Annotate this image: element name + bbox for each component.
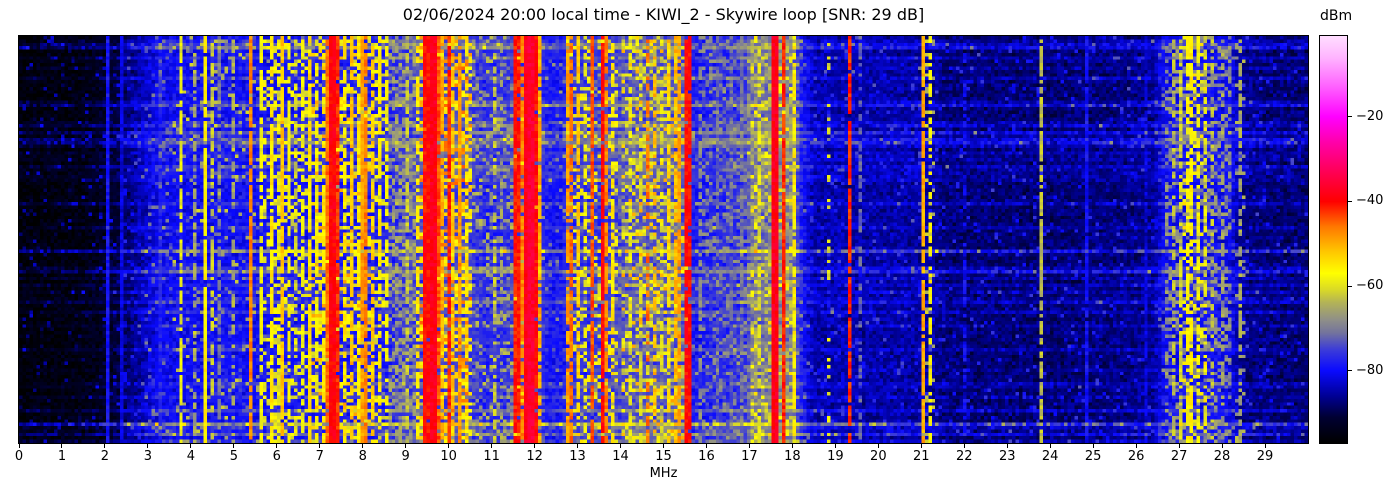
x-tick-mark: [147, 444, 149, 448]
x-tick-label: 1: [57, 449, 67, 464]
x-tick-mark: [276, 444, 278, 448]
figure-title: 02/06/2024 20:00 local time - KIWI_2 - S…: [402, 5, 925, 24]
x-tick-mark: [791, 444, 793, 448]
x-tick-mark: [1264, 444, 1266, 448]
x-tick-label: 16: [698, 449, 715, 464]
x-tick-label: 8: [358, 449, 367, 464]
x-tick-label: 2: [100, 449, 110, 464]
x-tick-mark: [18, 444, 20, 448]
x-tick-mark: [405, 444, 407, 448]
x-tick-label: 9: [401, 449, 410, 464]
x-tick-mark: [1092, 444, 1094, 448]
colorbar-tick-label: −80: [1356, 362, 1384, 378]
x-tick-label: 3: [143, 449, 153, 464]
colorbar-canvas: [1320, 36, 1347, 443]
x-tick-mark: [1178, 444, 1180, 448]
x-tick-mark: [748, 444, 750, 448]
x-tick-mark: [963, 444, 965, 448]
colorbar-tick-label: −60: [1356, 278, 1384, 294]
waterfall-canvas: [19, 36, 1308, 443]
x-tick-label: 20: [870, 449, 887, 464]
x-axis-label: MHz: [649, 466, 678, 481]
x-tick-label: 17: [741, 449, 758, 464]
x-tick-mark: [362, 444, 364, 448]
x-tick-mark: [534, 444, 536, 448]
colorbar-tick-mark: [1348, 370, 1352, 372]
x-tick-label: 27: [1170, 449, 1188, 464]
x-tick-label: 29: [1256, 449, 1274, 464]
x-tick-label: 14: [612, 449, 629, 464]
x-tick-label: 4: [186, 449, 195, 464]
x-tick-mark: [663, 444, 664, 448]
x-tick-mark: [61, 444, 63, 448]
x-tick-mark: [448, 444, 450, 448]
x-tick-label: 0: [14, 449, 24, 464]
x-tick-mark: [705, 444, 707, 448]
x-tick-label: 28: [1213, 449, 1231, 464]
x-tick-mark: [104, 444, 106, 448]
x-tick-label: 22: [955, 449, 973, 464]
waterfall-plot: [18, 35, 1309, 444]
x-tick-mark: [319, 444, 321, 448]
x-tick-mark: [233, 444, 235, 448]
x-tick-mark: [491, 444, 493, 448]
x-tick-mark: [877, 444, 879, 448]
colorbar-tick-mark: [1348, 285, 1352, 287]
x-tick-mark: [577, 444, 579, 448]
x-tick-mark: [1049, 444, 1051, 448]
x-tick-label: 26: [1127, 449, 1145, 464]
colorbar: [1319, 35, 1348, 444]
colorbar-tick-mark: [1348, 116, 1352, 118]
colorbar-label: dBm: [1320, 8, 1353, 24]
x-tick-label: 6: [272, 449, 281, 464]
x-tick-label: 5: [229, 449, 238, 464]
x-tick-mark: [834, 444, 836, 448]
x-tick-label: 7: [315, 449, 324, 464]
x-tick-label: 19: [827, 449, 844, 464]
x-tick-mark: [1006, 444, 1008, 448]
x-tick-label: 21: [913, 449, 930, 464]
x-tick-label: 11: [483, 449, 500, 464]
x-tick-label: 24: [1041, 449, 1059, 464]
colorbar-tick-mark: [1348, 200, 1352, 202]
x-tick-label: 15: [655, 449, 672, 464]
x-tick-label: 10: [440, 449, 457, 464]
x-tick-mark: [1221, 444, 1223, 448]
x-tick-label: 23: [998, 449, 1016, 464]
x-tick-label: 13: [569, 449, 586, 464]
x-tick-mark: [920, 444, 922, 448]
x-tick-mark: [190, 444, 192, 448]
colorbar-tick-label: −20: [1356, 108, 1384, 124]
x-tick-label: 18: [784, 449, 801, 464]
colorbar-tick-label: −40: [1356, 193, 1384, 209]
x-tick-label: 12: [526, 449, 543, 464]
x-tick-mark: [1135, 444, 1137, 448]
x-tick-mark: [620, 444, 622, 448]
x-tick-label: 25: [1084, 449, 1102, 464]
